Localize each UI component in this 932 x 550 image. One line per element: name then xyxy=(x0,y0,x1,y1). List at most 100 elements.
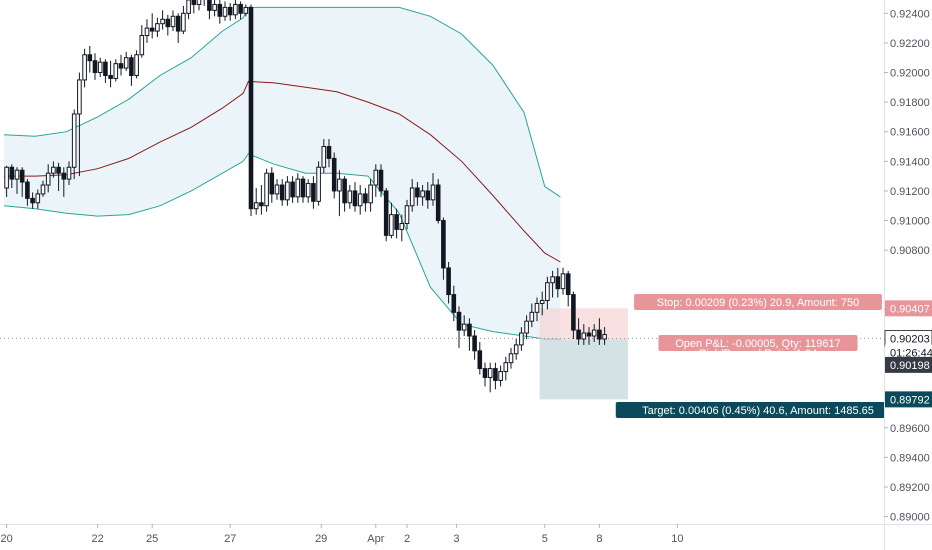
candle-body xyxy=(56,166,61,174)
stop-label-bg xyxy=(634,294,882,310)
candle-body xyxy=(404,205,410,225)
candle-body xyxy=(149,27,155,32)
candle-body xyxy=(175,15,181,32)
candle-body xyxy=(347,190,353,204)
candle-body xyxy=(545,282,550,301)
candle-body xyxy=(300,178,306,198)
candle-body xyxy=(290,181,295,198)
y-tick-label: 0.91000 xyxy=(890,216,930,228)
candle-body xyxy=(186,0,191,14)
position-labels: Stop: 0.00209 (0.23%) 20.9, Amount: 750 O… xyxy=(615,294,901,418)
x-tick-label: 27 xyxy=(224,533,236,545)
y-tick-label: 0.91800 xyxy=(890,97,930,109)
candle-body xyxy=(165,18,171,28)
candle-body xyxy=(597,329,602,340)
candle-body xyxy=(477,350,483,370)
target-label: Target: 0.00406 (0.45%) 40.6, Amount: 14… xyxy=(642,405,874,417)
open-pnl-label-bg xyxy=(658,335,858,351)
candle-body xyxy=(378,169,384,192)
candle-body xyxy=(352,190,358,207)
price-tag-entry-bg xyxy=(885,356,932,373)
candle-body xyxy=(409,187,415,207)
price-tag-target-bg xyxy=(885,391,932,408)
candle-body xyxy=(118,63,124,69)
candle-body xyxy=(35,193,41,204)
candle-body xyxy=(565,273,571,296)
candle-body xyxy=(581,332,587,340)
y-tick-label: 0.89000 xyxy=(890,512,930,524)
lower-band-line xyxy=(3,153,561,340)
candle-body xyxy=(264,172,269,207)
candle-body xyxy=(233,3,238,16)
price-tag-current: 0.90203 xyxy=(890,334,930,346)
candle-body xyxy=(181,12,186,32)
y-tick-label: 0.91600 xyxy=(890,127,930,139)
y-tick-label: 0.92200 xyxy=(890,38,930,50)
candle-body xyxy=(279,184,285,201)
price-tag-target: 0.89792 xyxy=(890,394,930,406)
candle-body xyxy=(425,190,431,201)
candle-body xyxy=(326,146,332,159)
candle-body xyxy=(493,368,498,381)
x-tick-label: 22 xyxy=(91,533,103,545)
candle-body xyxy=(498,371,503,381)
candle-body xyxy=(66,166,72,180)
candle-body xyxy=(14,169,20,180)
candle-body xyxy=(446,267,451,296)
y-tick-label: 0.89600 xyxy=(890,423,930,435)
price-tag-stop-bg xyxy=(885,300,932,317)
candle-body xyxy=(420,190,425,198)
candle-body xyxy=(170,15,176,28)
candle-body xyxy=(144,27,150,37)
candle-body xyxy=(363,193,368,204)
candle-body xyxy=(160,18,165,25)
candle-body xyxy=(217,3,223,17)
open-pnl-label: Open P&L: -0.00005, Qty: 119617 xyxy=(675,338,841,350)
candle-body xyxy=(368,184,373,204)
time-axis-bg xyxy=(0,524,932,550)
candle-body xyxy=(513,344,519,355)
candle-body xyxy=(591,329,597,337)
candle-body xyxy=(123,57,129,69)
candle-body xyxy=(77,79,82,115)
candle-body xyxy=(227,6,233,16)
candle-body xyxy=(45,172,51,186)
candle-body xyxy=(253,202,259,210)
candle-body xyxy=(305,183,311,198)
candle-body xyxy=(586,332,592,337)
candle-body xyxy=(97,61,103,74)
candle-body xyxy=(259,202,264,207)
y-tick-label: 0.89200 xyxy=(890,482,930,494)
candle-body xyxy=(40,184,46,195)
candle-body xyxy=(451,294,457,313)
price-axis-bg xyxy=(884,0,932,550)
candle-body xyxy=(9,166,15,180)
candle-body xyxy=(342,178,347,204)
band-layer xyxy=(3,6,561,340)
price-tag-timer-bg xyxy=(885,344,932,361)
candle-body xyxy=(534,302,540,313)
candle-body xyxy=(92,60,98,74)
candle-body xyxy=(571,294,576,331)
candle-body xyxy=(467,323,472,337)
upper-band-line xyxy=(3,6,561,198)
candle-body xyxy=(248,6,254,210)
candle-body xyxy=(285,181,290,201)
y-tick-label: 0.92000 xyxy=(890,68,930,80)
candle-body xyxy=(82,54,87,81)
candles-layer xyxy=(4,0,607,393)
candle-body xyxy=(373,169,379,186)
risk-reward-label: Risk/Reward Ratio: 1.94 xyxy=(699,348,818,360)
candle-body xyxy=(25,181,30,199)
candle-body xyxy=(519,332,524,346)
x-tick-label: 5 xyxy=(542,533,548,545)
price-tag-entry: 0.90198 xyxy=(890,360,930,372)
candle-body xyxy=(222,6,228,17)
x-tick-label: 2 xyxy=(404,533,410,545)
y-tick-label: 0.89400 xyxy=(890,452,930,464)
middle-band-line xyxy=(4,80,561,263)
stop-label: Stop: 0.00209 (0.23%) 20.9, Amount: 750 xyxy=(657,297,859,309)
candle-body xyxy=(51,166,56,174)
